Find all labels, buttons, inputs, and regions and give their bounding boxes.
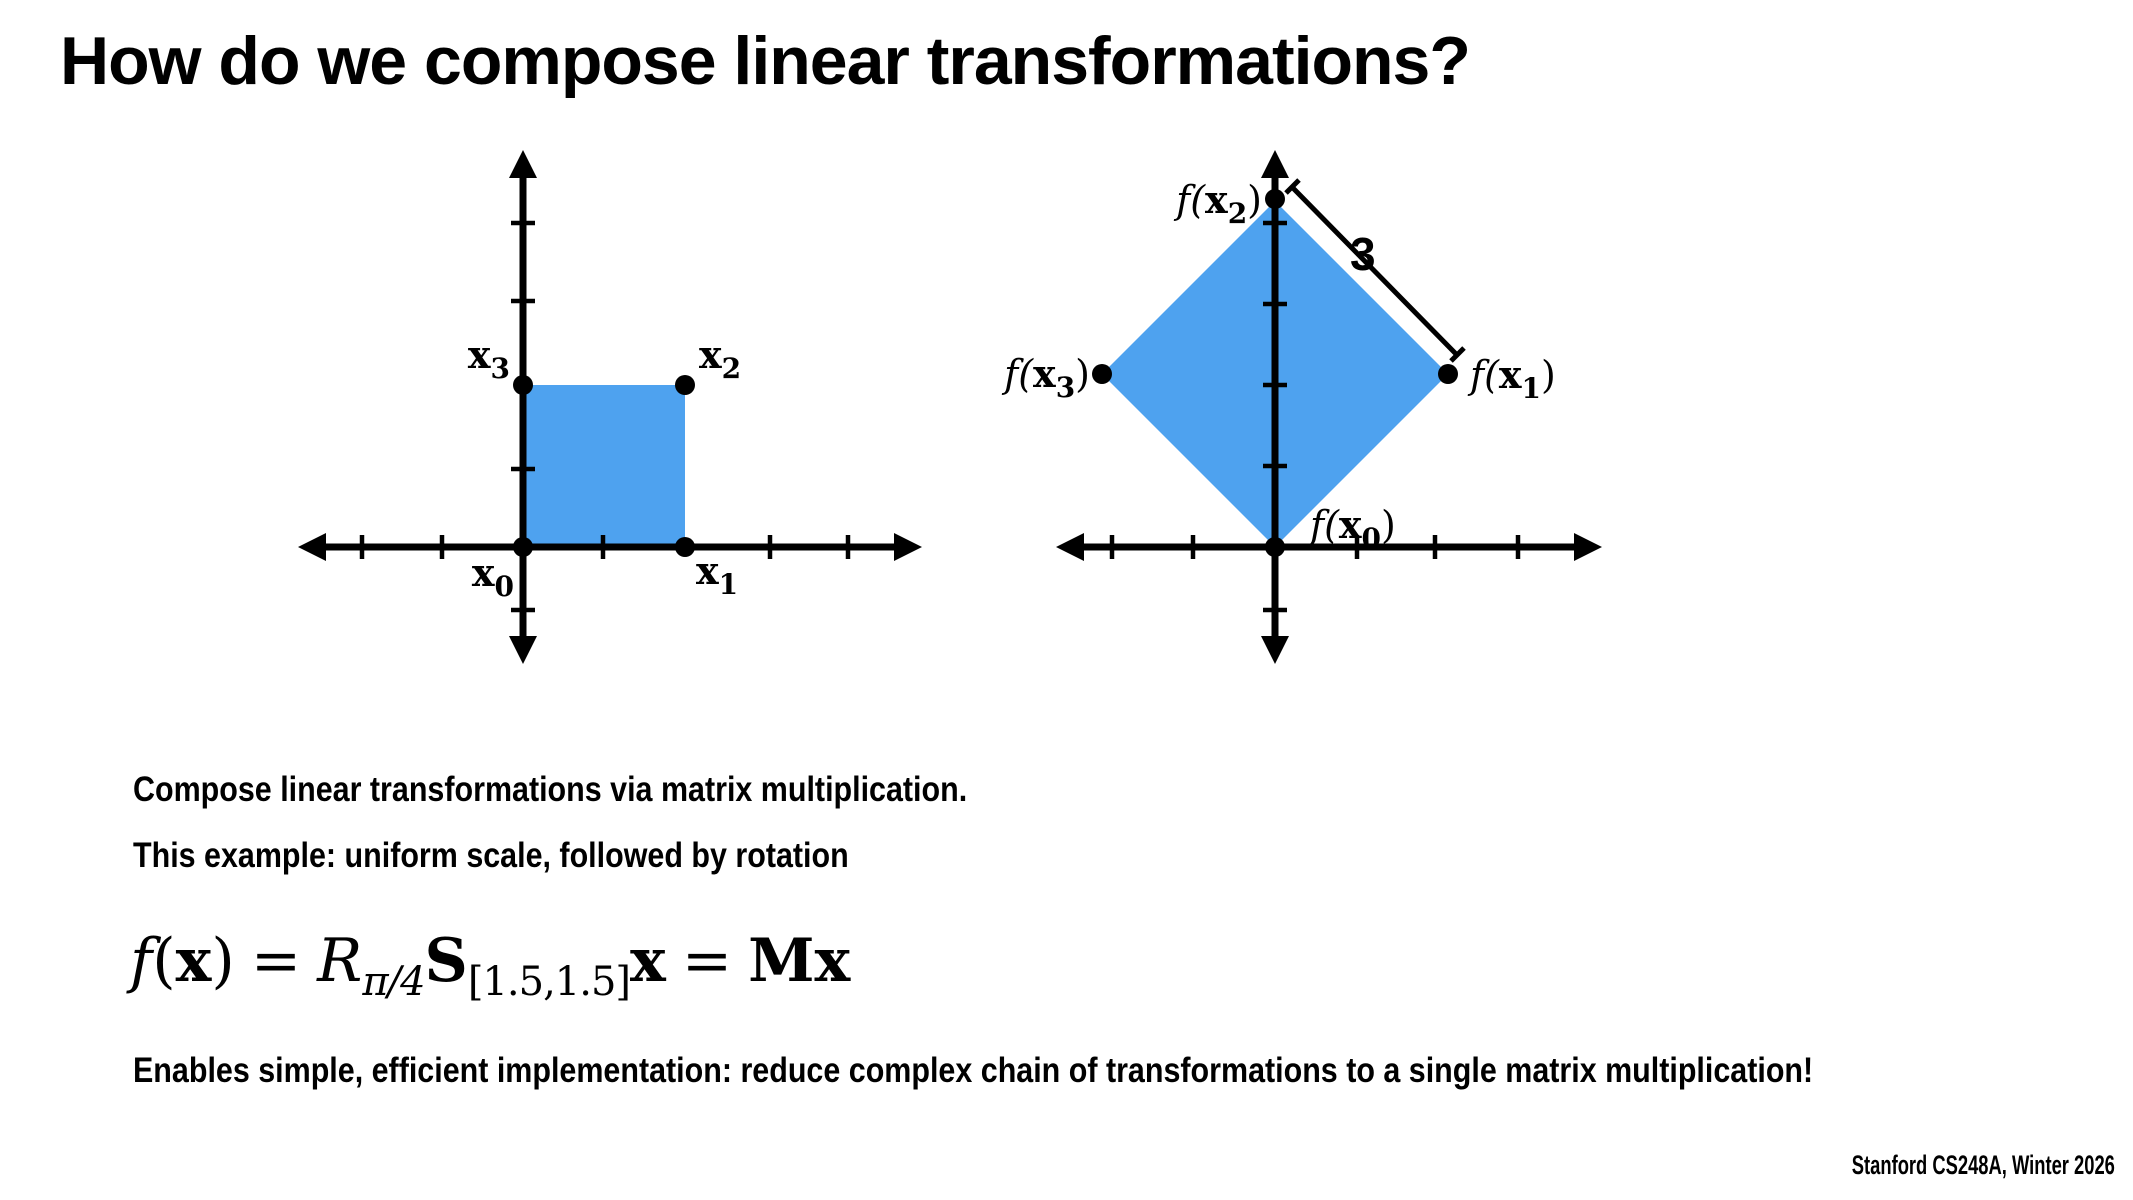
formula-x: x (814, 926, 851, 996)
vertex-dot-fx1 (1438, 364, 1458, 384)
formula-rotation-subscript: π/4 (362, 959, 425, 1005)
formula-x: x (630, 926, 666, 996)
formula-rotation: R (317, 926, 363, 996)
point-label-fx1: f(x1) (1467, 352, 1556, 405)
formula-scale: S (424, 926, 468, 996)
point-label-fx0: f(x0) (1307, 502, 1396, 555)
formula-scale-subscript: [1.5,1.5] (467, 959, 631, 1005)
vertex-dot-fx0 (1265, 537, 1285, 557)
formula-matrix: M (748, 926, 815, 996)
vertex-dot-x2 (675, 375, 695, 395)
point-label-x2: x2 (699, 332, 741, 385)
point-label-x3: x3 (468, 332, 510, 385)
vertex-dot-x1 (675, 537, 695, 557)
formula-x: x (175, 926, 212, 996)
y-axis-arrow-top (1261, 150, 1289, 178)
slide-footer: Stanford CS248A, Winter 2026 (1851, 1150, 2115, 1180)
edge-length-label: 3 (1350, 228, 1376, 280)
body-line-1: Compose linear transformations via matri… (133, 770, 968, 809)
formula-close-paren: ) (211, 926, 235, 996)
formula-equals: = (250, 926, 302, 996)
diagram-before-square: x0 x1 x2 x3 (298, 150, 922, 664)
x-axis-arrow-left (1056, 533, 1084, 561)
unit-square (523, 385, 685, 547)
vertex-dot-fx2 (1265, 189, 1285, 209)
point-label-fx2: f(x2) (1173, 177, 1262, 230)
x-axis-arrow-right (1574, 533, 1602, 561)
y-axis-arrow-bottom (1261, 636, 1289, 664)
vertex-dot-fx3 (1092, 364, 1112, 384)
formula: f(x) = Rπ/4S[1.5,1.5]x = Mx (130, 926, 850, 1005)
x-axis-arrow-right (894, 533, 922, 561)
vertex-dot-x3 (513, 375, 533, 395)
formula-equals: = (681, 926, 733, 996)
body-line-2: This example: uniform scale, followed by… (133, 836, 849, 875)
y-axis-arrow-top (509, 150, 537, 178)
point-label-fx3: f(x3) (1001, 351, 1090, 404)
diagram-after-transformed: 3 f(x0) f(x1) f(x2) f(x3) (1001, 150, 1602, 664)
y-axis-arrow-bottom (509, 636, 537, 664)
page-title: How do we compose linear transformations… (60, 23, 1471, 99)
point-label-x0: x0 (472, 550, 514, 603)
point-label-x1: x1 (696, 548, 738, 601)
conclusion-line: Enables simple, efficient implementation… (133, 1051, 1814, 1090)
vertex-dot-x0 (513, 537, 533, 557)
formula-f: f (130, 926, 153, 996)
x-axis-arrow-left (298, 533, 326, 561)
formula-open-paren: ( (152, 926, 176, 996)
edge-length-indicator (1284, 178, 1466, 363)
